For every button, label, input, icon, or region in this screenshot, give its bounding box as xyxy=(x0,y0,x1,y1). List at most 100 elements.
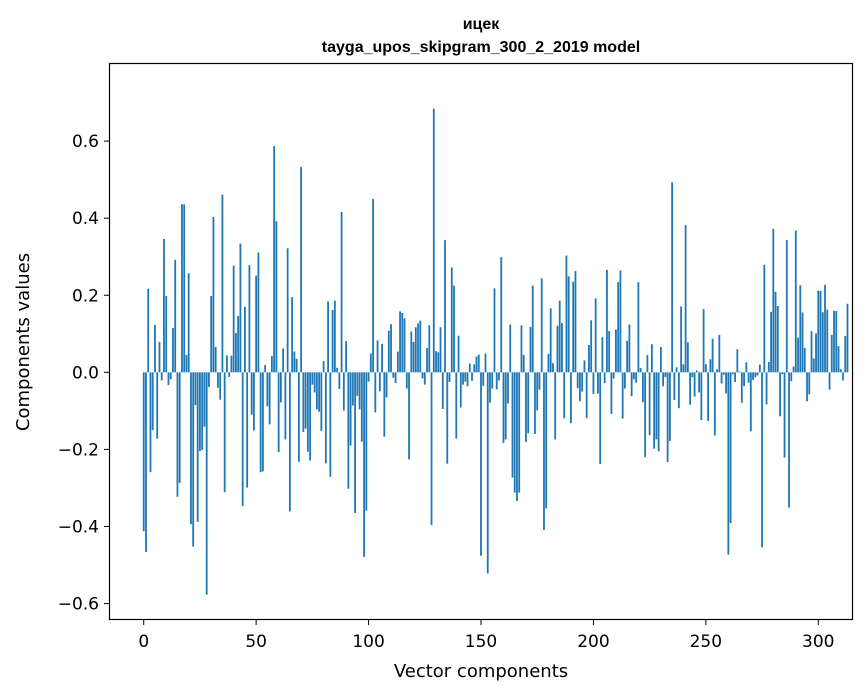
bar xyxy=(727,372,730,555)
bar xyxy=(608,331,611,373)
bar xyxy=(812,358,815,373)
bar xyxy=(223,372,226,493)
bar xyxy=(354,372,356,514)
bar xyxy=(664,372,667,377)
bar xyxy=(374,372,377,413)
bar xyxy=(486,372,489,574)
bar xyxy=(534,372,536,434)
bar xyxy=(682,364,685,373)
bar xyxy=(482,372,485,386)
bar xyxy=(199,372,201,451)
bar xyxy=(666,372,669,463)
bar xyxy=(435,351,437,373)
bar xyxy=(716,369,718,373)
bar xyxy=(846,303,849,373)
bar xyxy=(590,320,593,373)
bar xyxy=(387,330,390,373)
bar xyxy=(304,372,307,429)
bar xyxy=(495,372,498,390)
plot-frame xyxy=(108,62,854,621)
bar xyxy=(646,354,649,373)
bar xyxy=(603,372,606,384)
x-tick-label: 100 xyxy=(352,632,384,652)
bar xyxy=(147,288,150,373)
bar xyxy=(178,372,181,483)
bar xyxy=(149,372,152,473)
bar xyxy=(702,309,705,373)
bar xyxy=(837,346,840,373)
bar xyxy=(324,372,327,464)
bar xyxy=(650,344,653,373)
bar xyxy=(799,285,802,373)
bar xyxy=(264,365,267,373)
bar xyxy=(244,306,246,373)
bar xyxy=(538,372,541,390)
bar xyxy=(783,372,786,458)
chart-title: ицек xyxy=(463,16,501,33)
bar xyxy=(183,204,186,373)
bar xyxy=(680,306,683,373)
bar xyxy=(246,372,249,488)
y-tick-label: −0.6 xyxy=(58,595,99,615)
bar xyxy=(259,372,262,473)
bar xyxy=(815,333,817,373)
bar xyxy=(412,341,415,373)
bar xyxy=(441,372,444,409)
bar xyxy=(588,344,590,373)
bar xyxy=(754,372,757,378)
bar xyxy=(358,372,361,410)
bar xyxy=(176,372,179,497)
bar xyxy=(752,372,754,381)
bar xyxy=(722,372,725,375)
y-tick-label: −0.4 xyxy=(58,518,99,538)
bar xyxy=(633,372,635,380)
bar xyxy=(228,372,231,377)
bar xyxy=(464,372,467,382)
bar xyxy=(606,269,608,373)
bar xyxy=(511,372,514,478)
bar xyxy=(167,372,170,386)
bar xyxy=(552,363,554,373)
bar xyxy=(327,301,329,373)
bar xyxy=(554,372,557,440)
bar xyxy=(713,372,716,436)
bar xyxy=(792,366,795,373)
bar xyxy=(635,372,638,383)
bar xyxy=(657,372,660,452)
bar xyxy=(806,372,808,402)
bar xyxy=(817,290,820,373)
bar xyxy=(466,372,469,387)
bar xyxy=(592,372,595,394)
bar xyxy=(226,355,228,373)
bar xyxy=(839,369,842,373)
bar xyxy=(653,372,656,449)
bar xyxy=(235,333,237,373)
bar xyxy=(527,372,530,434)
bar xyxy=(518,372,521,493)
bar xyxy=(165,296,168,373)
bar xyxy=(190,372,192,525)
bar xyxy=(473,364,476,373)
bar xyxy=(774,291,777,373)
bar xyxy=(558,300,561,373)
bar xyxy=(268,372,271,425)
bar xyxy=(500,257,503,373)
bar xyxy=(574,270,577,373)
bar xyxy=(516,372,518,502)
bar xyxy=(277,372,280,453)
bar xyxy=(693,372,696,397)
bar xyxy=(315,372,318,410)
bar xyxy=(794,230,797,373)
bar xyxy=(279,372,282,403)
bar xyxy=(637,282,640,373)
bar xyxy=(448,372,451,382)
bar xyxy=(686,342,689,373)
bar xyxy=(821,312,824,373)
bar xyxy=(313,372,316,393)
bar xyxy=(154,324,156,373)
bar xyxy=(417,323,419,373)
x-tick-label: 250 xyxy=(690,632,722,652)
bar xyxy=(763,264,766,373)
bar xyxy=(187,273,190,373)
